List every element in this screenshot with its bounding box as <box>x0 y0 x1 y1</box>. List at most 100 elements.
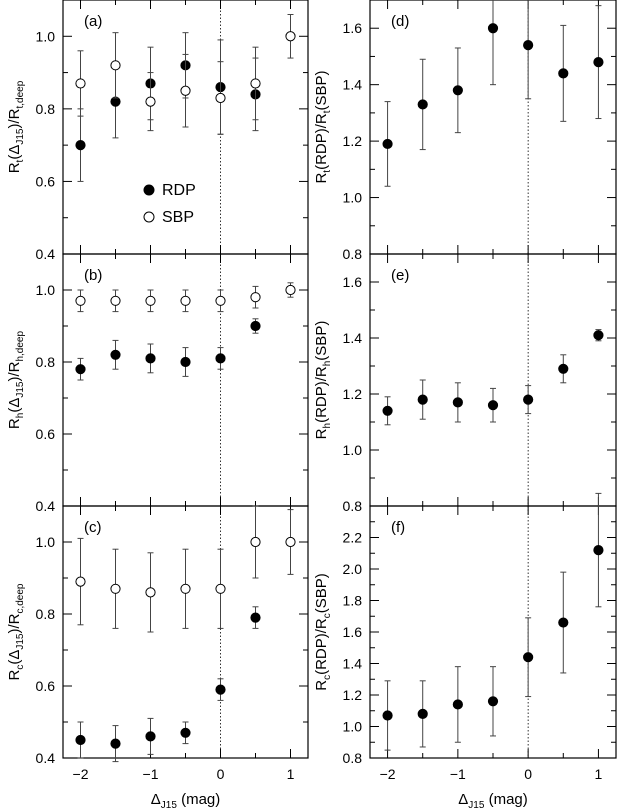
data-point-rdp <box>558 68 569 79</box>
data-point-rdp <box>452 85 463 96</box>
data-point-sbp <box>285 284 296 296</box>
legend-label-sbp: SBP <box>162 209 194 226</box>
data-point-rdp <box>487 696 499 707</box>
data-point-sbp <box>180 295 191 306</box>
data-point-rdp <box>452 397 463 408</box>
data-point-rdp <box>523 652 534 663</box>
y-tick-label: 1.4 <box>343 330 363 346</box>
data-point-rdp <box>250 320 261 332</box>
plot-frame <box>62 505 309 759</box>
data-point-rdp <box>452 699 463 710</box>
panel-label: (c) <box>84 519 102 536</box>
data-point-rdp <box>487 400 499 411</box>
data-point-sbp <box>145 295 156 306</box>
data-point-sbp <box>250 292 261 303</box>
y-tick-label: 0.8 <box>343 750 363 766</box>
data-point-sbp <box>145 587 156 598</box>
x-tick-label: −2 <box>73 766 89 782</box>
data-point-rdp <box>250 612 261 623</box>
plot-frame <box>369 253 617 507</box>
panel-label: (a) <box>84 13 102 30</box>
data-point-rdp <box>558 617 569 628</box>
panel-label: (e) <box>391 267 409 284</box>
y-tick-label: 1.0 <box>36 534 56 550</box>
data-point-rdp <box>180 356 191 368</box>
legend-label-rdp: RDP <box>162 182 196 199</box>
data-point-rdp <box>145 353 156 364</box>
data-point-rdp <box>593 56 604 68</box>
data-point-rdp <box>523 394 534 405</box>
y-tick-label: 0.8 <box>36 101 56 117</box>
data-point-rdp <box>417 394 428 405</box>
x-tick-label: −1 <box>143 766 159 782</box>
data-point-sbp <box>75 295 86 306</box>
y-tick-label: 2.0 <box>343 561 363 577</box>
data-point-rdp <box>75 734 86 746</box>
panel-label: (d) <box>391 13 409 30</box>
x-tick-label: −2 <box>380 766 396 782</box>
data-point-rdp <box>110 349 121 360</box>
data-point-sbp <box>250 78 261 89</box>
y-tick-label: 0.8 <box>36 354 56 370</box>
data-point-rdp <box>215 353 226 364</box>
x-tick-label: 1 <box>595 766 603 782</box>
y-tick-label: 1.6 <box>343 20 363 36</box>
x-tick-label: 1 <box>287 766 295 782</box>
y-axis-label: Rc(ΔJ15)/Rc,deep <box>6 583 26 680</box>
y-tick-label: 0.4 <box>36 750 56 766</box>
y-tick-label: 1.0 <box>36 282 56 298</box>
panel-label: (f) <box>391 519 405 536</box>
data-point-rdp <box>382 710 393 721</box>
y-tick-label: 1.0 <box>343 442 363 458</box>
data-point-rdp <box>417 99 428 110</box>
data-point-sbp <box>250 536 261 548</box>
data-point-sbp <box>180 85 191 96</box>
data-point-sbp <box>145 96 156 107</box>
data-point-sbp <box>75 78 86 89</box>
y-tick-label: 1.4 <box>343 77 363 93</box>
y-tick-label: 0.6 <box>36 173 56 189</box>
data-point-rdp <box>382 138 393 150</box>
data-point-rdp <box>523 40 534 51</box>
data-point-rdp <box>593 330 604 341</box>
y-tick-label: 0.8 <box>343 246 363 262</box>
y-tick-label: 0.6 <box>36 426 56 442</box>
y-tick-label: 0.4 <box>36 246 56 262</box>
x-tick-label: −1 <box>450 766 466 782</box>
x-axis-label: ΔJ15 (mag) <box>458 791 528 808</box>
y-tick-label: 1.0 <box>343 190 363 206</box>
y-tick-label: 0.4 <box>36 498 56 514</box>
data-point-sbp <box>215 583 226 594</box>
x-tick-label: 0 <box>217 766 225 782</box>
y-tick-label: 1.0 <box>36 28 56 44</box>
y-axis-label: Rh(RDP)/Rh(SBP) <box>313 321 333 440</box>
y-tick-label: 0.6 <box>36 678 56 694</box>
y-tick-label: 1.6 <box>343 274 363 290</box>
data-point-sbp <box>180 583 191 594</box>
data-point-rdp <box>110 738 121 749</box>
panel-d: 0.8 1.0 1.2 1.4 1.6 (d) Rt(RDP)/Rt(SBP) <box>313 0 617 262</box>
y-tick-label: 1.0 <box>343 719 363 735</box>
y-axis-label: Rt(RDP)/Rt(SBP) <box>313 70 333 183</box>
y-tick-label: 1.4 <box>343 656 363 672</box>
data-point-rdp <box>417 708 428 720</box>
y-tick-label: 2.2 <box>343 530 363 546</box>
y-tick-label: 1.8 <box>343 593 363 609</box>
data-point-rdp <box>382 405 393 416</box>
data-point-rdp <box>487 23 499 34</box>
data-point-sbp <box>110 295 121 306</box>
data-point-rdp <box>593 545 604 556</box>
data-point-sbp <box>110 60 121 71</box>
panel-b: 0.4 0.6 0.8 1.0 (b) Rh(ΔJ15)/Rh,deep <box>6 253 309 514</box>
data-point-sbp <box>285 536 296 548</box>
panel-f: 0.8 1.0 1.2 1.4 1.6 1.8 2.0 2.2 (f) Rc(RDP)/Rc(SB… <box>313 492 617 808</box>
y-tick-label: 0.8 <box>343 498 363 514</box>
data-point-sbp <box>285 31 296 42</box>
data-point-rdp <box>180 727 191 738</box>
data-point-sbp <box>215 92 226 104</box>
panel-c: 0.4 0.6 0.8 1.0 (c) Rc(ΔJ15)/Rc,deep −2 −1 0 1 ΔJ1… <box>6 505 309 808</box>
x-tick-label: 0 <box>524 766 532 782</box>
panel-e: 0.8 1.0 1.2 1.4 1.6 (e) Rh(RDP)/Rh(SBP) <box>313 253 617 514</box>
legend-marker-rdp <box>143 184 155 196</box>
